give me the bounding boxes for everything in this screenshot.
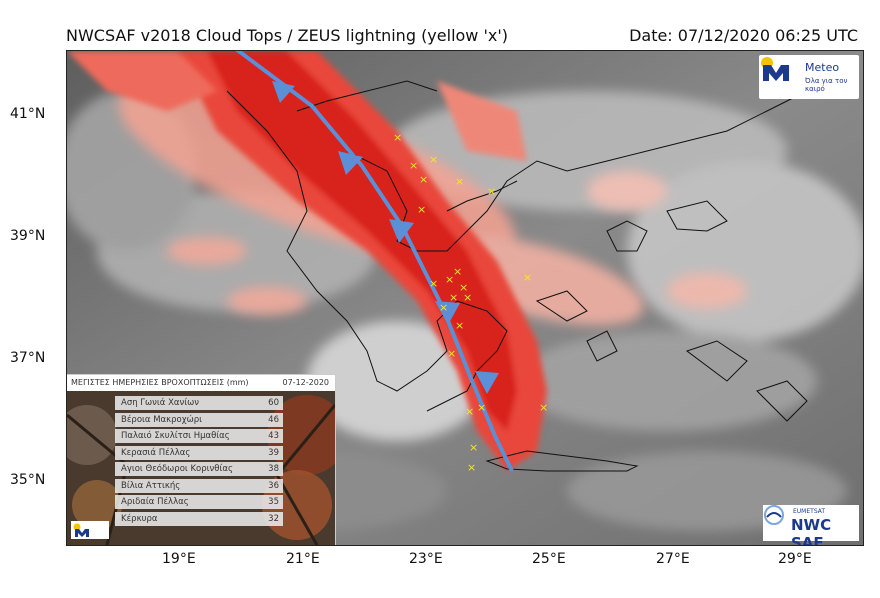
rainfall-header-title: ΜΕΓΙΣΤΕΣ ΗΜΕΡΗΣΙΕΣ ΒΡΟΧΟΠΤΩΣΕΙΣ (mm)	[71, 378, 249, 387]
rainfall-row: Παλαιό Σκυλίτσι Ημαθίας 43	[115, 428, 283, 445]
lightning-x: ×	[487, 185, 496, 198]
station-name: Παλαιό Σκυλίτσι Ημαθίας	[121, 431, 230, 441]
lightning-x: ×	[463, 291, 472, 304]
station-name: Αση Γωνιά Χανίων	[121, 398, 199, 408]
rainfall-header-date: 07-12-2020	[282, 378, 330, 387]
lightning-x: ×	[393, 131, 402, 144]
rainfall-row: Αση Γωνιά Χανίων 60	[115, 395, 283, 412]
map-date: Date: 07/12/2020 06:25 UTC	[629, 26, 858, 45]
rainfall-row: Κερασιά Πέλλας 39	[115, 445, 283, 462]
lightning-x: ×	[445, 273, 454, 286]
lightning-x: ×	[429, 153, 438, 166]
rainfall-value: 43	[268, 431, 279, 441]
lightning-x: ×	[409, 159, 418, 172]
lightning-x: ×	[455, 175, 464, 188]
rainfall-value: 36	[268, 480, 279, 491]
station-name: Βέροια Μακροχώρι	[121, 414, 203, 425]
lightning-x: ×	[429, 277, 438, 290]
lightning-x: ×	[419, 173, 428, 186]
meteo-mini-icon	[73, 523, 89, 537]
rainfall-table: Αση Γωνιά Χανίων 60 Βέροια Μακροχώρι 46 Πα…	[115, 395, 283, 527]
nwcsaf-logo: EUMETSAT NWC SAF	[763, 505, 859, 545]
lightning-x: ×	[465, 405, 474, 418]
rainfall-value: 46	[268, 414, 279, 425]
rainfall-value: 32	[268, 513, 279, 524]
station-name: Κέρκυρα	[121, 513, 158, 524]
station-name: Βίλια Αττικής	[121, 480, 181, 491]
lon-label-21: 21°E	[286, 551, 320, 567]
satellite-map: × × × × × × × × × × × × × × × × × × × × …	[66, 50, 864, 546]
lon-label-27: 27°E	[656, 551, 690, 567]
lightning-x: ×	[467, 461, 476, 474]
lightning-x: ×	[523, 271, 532, 284]
lon-label-23: 23°E	[409, 551, 443, 567]
lightning-x: ×	[477, 401, 486, 414]
lat-label-41: 41°N	[10, 106, 46, 122]
lightning-markers: × × × × × × × × × × × × × × × × × × × × …	[393, 131, 548, 474]
lightning-x: ×	[417, 203, 426, 216]
nwcsaf-logo-name: NWC SAF	[791, 516, 832, 546]
map-title: NWCSAF v2018 Cloud Tops / ZEUS lightning…	[66, 26, 508, 45]
rainfall-value: 35	[268, 497, 279, 507]
rainfall-row: Αγιοι Θεόδωροι Κορινθίας 38	[115, 461, 283, 478]
lat-label-37: 37°N	[10, 350, 46, 366]
rainfall-row: Βίλια Αττικής 36	[115, 478, 283, 495]
lightning-x: ×	[469, 441, 478, 454]
lightning-x: ×	[447, 347, 456, 360]
rainfall-row: Βέροια Μακροχώρι 46	[115, 412, 283, 429]
lightning-x: ×	[455, 319, 464, 332]
rainfall-row: Κέρκυρα 32	[115, 511, 283, 528]
lightning-x: ×	[449, 291, 458, 304]
lon-label-29: 29°E	[778, 551, 812, 567]
nwcsaf-logo-small: EUMETSAT	[793, 508, 826, 515]
rainfall-header: ΜΕΓΙΣΤΕΣ ΗΜΕΡΗΣΙΕΣ ΒΡΟΧΟΠΤΩΣΕΙΣ (mm) 07-…	[67, 375, 335, 391]
meteo-m-icon	[761, 57, 789, 81]
rainfall-value: 39	[268, 447, 279, 458]
rainfall-panel: ΜΕΓΙΣΤΕΣ ΗΜΕΡΗΣΙΕΣ ΒΡΟΧΟΠΤΩΣΕΙΣ (mm) 07-…	[67, 374, 336, 545]
lon-label-19: 19°E	[162, 551, 196, 567]
lat-label-35: 35°N	[10, 472, 46, 488]
rainfall-value: 38	[268, 464, 279, 474]
lon-label-25: 25°E	[532, 551, 566, 567]
lat-label-39: 39°N	[10, 228, 46, 244]
station-name: Κερασιά Πέλλας	[121, 447, 191, 458]
meteo-logo-tagline: Όλα για τον καιρό	[805, 77, 848, 93]
station-name: Αριδαία Πέλλας	[121, 497, 189, 507]
eumetsat-swirl-icon	[764, 505, 784, 525]
rainfall-value: 60	[268, 398, 279, 408]
lightning-x: ×	[439, 301, 448, 314]
meteo-logo-name: Meteo	[805, 61, 840, 74]
rainfall-row: Αριδαία Πέλλας 35	[115, 494, 283, 511]
lightning-x: ×	[459, 281, 468, 294]
meteo-logo: Meteo Όλα για τον καιρό	[759, 55, 859, 99]
lightning-x: ×	[539, 401, 548, 414]
lightning-x: ×	[453, 265, 462, 278]
meteo-mini-logo	[71, 521, 109, 539]
front-line	[235, 51, 514, 472]
station-name: Αγιοι Θεόδωροι Κορινθίας	[121, 464, 233, 474]
